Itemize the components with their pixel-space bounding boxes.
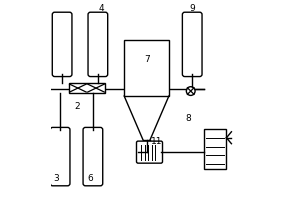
- Bar: [69, 83, 105, 93]
- FancyBboxPatch shape: [136, 141, 163, 163]
- FancyBboxPatch shape: [50, 127, 70, 186]
- FancyBboxPatch shape: [52, 12, 72, 77]
- Text: 8: 8: [186, 114, 192, 123]
- Text: 3: 3: [53, 174, 58, 183]
- Text: 2: 2: [75, 102, 80, 111]
- Text: 7: 7: [144, 55, 150, 64]
- Text: 11: 11: [151, 137, 163, 146]
- Text: 4: 4: [98, 4, 104, 13]
- FancyBboxPatch shape: [88, 12, 108, 77]
- Bar: [204, 129, 226, 169]
- Bar: [124, 40, 169, 96]
- FancyBboxPatch shape: [83, 127, 103, 186]
- FancyBboxPatch shape: [182, 12, 202, 77]
- Text: 6: 6: [88, 174, 93, 183]
- Text: 9: 9: [190, 4, 196, 13]
